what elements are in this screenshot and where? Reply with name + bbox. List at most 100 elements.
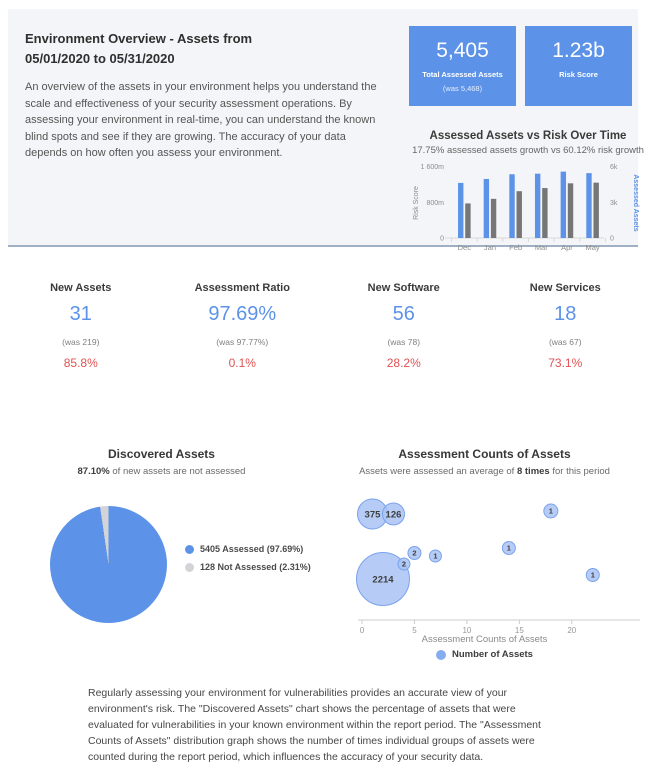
bubble bbox=[543, 503, 559, 519]
metric-previous-value: (was 219) bbox=[62, 337, 100, 347]
header-right-column: 5,405 Total Assessed Assets (was 5,468) … bbox=[408, 26, 646, 253]
month-label: Mar bbox=[535, 243, 548, 252]
metric-title: New Software bbox=[367, 282, 440, 294]
bubble bbox=[397, 557, 411, 571]
left-axis-title: Risk Score bbox=[413, 186, 420, 220]
left-axis-tick-label: 0 bbox=[440, 236, 444, 243]
bubble-chart-subtitle: Assets were assessed an average of 8 tim… bbox=[323, 466, 646, 477]
bubble-legend[interactable]: Number of Assets bbox=[323, 649, 646, 660]
bubble-subtitle-post: for this period bbox=[549, 466, 610, 477]
bubble bbox=[407, 546, 422, 560]
bubble-chart-svg: 0 5 10 15 20 375 126 2214 22 1 1 1 1 bbox=[355, 498, 640, 635]
bar-risk-score bbox=[567, 183, 574, 238]
kpi-label: Total Assessed Assets bbox=[422, 70, 503, 80]
pie-legend: 5405 Assessed (97.69%) 128 Not Assessed (… bbox=[185, 544, 311, 580]
metric-value: 97.69% bbox=[208, 303, 277, 325]
metric-title: New Services bbox=[529, 282, 601, 294]
pie-subtitle-rest: of new assets are not assessed bbox=[109, 466, 246, 477]
legend-item-label: 128 Not Assessed (2.31%) bbox=[200, 562, 311, 572]
bubble-count-label: 2 bbox=[402, 560, 406, 569]
bar-assessed-assets bbox=[509, 174, 515, 238]
pie-legend-item[interactable]: 128 Not Assessed (2.31%) bbox=[185, 562, 311, 572]
kpi-previous-value: (was 5,468) bbox=[442, 84, 483, 94]
metrics-row: New Assets 31 (was 219) 85.8% Assessment… bbox=[0, 282, 646, 370]
bar-risk-score bbox=[542, 188, 548, 238]
bubble-xaxis-label: Assessment Counts of Assets bbox=[421, 634, 548, 645]
legend-dot-icon bbox=[185, 544, 194, 554]
legend-dot-icon bbox=[185, 562, 194, 572]
bubble-subtitle-highlight: 8 times bbox=[516, 466, 550, 477]
metric-change-percent: 28.2% bbox=[386, 356, 421, 370]
bar-assessed-assets bbox=[586, 173, 592, 238]
kpi-card-risk-score: 1.23b Risk Score bbox=[525, 26, 632, 106]
metric-previous-value: (was 97.77%) bbox=[216, 337, 269, 347]
bubble-count-label: 375 bbox=[365, 509, 382, 520]
metric-title: New Assets bbox=[50, 282, 112, 294]
x-axis-tick-label: 5 bbox=[412, 626, 417, 635]
bubble bbox=[585, 568, 600, 582]
bar-chart-title: Assessed Assets vs Risk Over Time bbox=[429, 130, 627, 142]
bubble bbox=[355, 552, 410, 606]
bubble-count-label: 2214 bbox=[372, 574, 394, 585]
bubble-count-label: 1 bbox=[549, 507, 553, 516]
x-axis-tick-label: 0 bbox=[360, 626, 365, 635]
page-title: Environment Overview - Assets from 05/01… bbox=[25, 29, 391, 69]
bubble-legend-dot-icon bbox=[436, 649, 447, 660]
right-axis-tick-label: 6k bbox=[610, 164, 618, 171]
metric-value: 18 bbox=[554, 303, 577, 325]
pie-chart-subtitle: 87.10% of new assets are not assessed bbox=[0, 466, 323, 477]
month-label: Apr bbox=[561, 243, 573, 252]
pie-subtitle-highlight: 87.10% bbox=[77, 466, 110, 477]
bar-risk-score bbox=[516, 191, 522, 238]
x-axis-tick-label: 20 bbox=[567, 626, 576, 635]
month-label: Feb bbox=[509, 243, 522, 252]
metric-new-software: New Software 56 (was 78) 28.2% bbox=[323, 282, 485, 370]
kpi-label: Risk Score bbox=[559, 70, 598, 80]
right-axis-tick-label: 3k bbox=[610, 200, 618, 207]
bar-risk-score bbox=[465, 203, 471, 238]
bubble bbox=[501, 541, 516, 555]
month-label: Dec bbox=[458, 243, 472, 252]
bar-chart-subtitle: 17.75% assessed assets growth vs 60.12% … bbox=[412, 145, 644, 156]
x-axis-tick-label: 10 bbox=[462, 626, 471, 635]
bubble bbox=[381, 502, 405, 526]
right-axis-title: Assessed Assets bbox=[632, 174, 639, 231]
header-text-block: Environment Overview - Assets from 05/01… bbox=[25, 29, 391, 162]
assessment-counts-panel: Assessment Counts of Assets Assets were … bbox=[323, 440, 646, 660]
month-label: May bbox=[585, 243, 599, 252]
bar-assessed-assets bbox=[483, 178, 490, 238]
bubble-count-label: 1 bbox=[507, 544, 511, 553]
bar-risk-score bbox=[490, 198, 497, 238]
left-axis-tick-label: 800m bbox=[426, 200, 444, 207]
x-axis-tick-label: 15 bbox=[515, 626, 524, 635]
bar-risk-score bbox=[593, 182, 599, 238]
bubble-subtitle-pre: Assets were assessed an average of bbox=[359, 466, 517, 477]
metric-assessment-ratio: Assessment Ratio 97.69% (was 97.77%) 0.1… bbox=[162, 282, 324, 370]
footer-paragraph: Regularly assessing your environment for… bbox=[88, 687, 541, 763]
pie-legend-item[interactable]: 5405 Assessed (97.69%) bbox=[185, 544, 311, 554]
metric-title: Assessment Ratio bbox=[194, 282, 290, 294]
metric-change-percent: 0.1% bbox=[228, 356, 256, 370]
kpi-value: 5,405 bbox=[436, 39, 489, 62]
metric-value: 56 bbox=[392, 303, 415, 325]
metric-change-percent: 85.8% bbox=[63, 356, 98, 370]
discovered-assets-panel: Discovered Assets 87.10% of new assets a… bbox=[0, 440, 323, 623]
bubble bbox=[428, 549, 442, 563]
bubble-chart-title: Assessment Counts of Assets bbox=[398, 447, 571, 461]
metric-new-assets: New Assets 31 (was 219) 85.8% bbox=[0, 282, 162, 370]
header-card: Environment Overview - Assets from 05/01… bbox=[8, 9, 644, 252]
month-label: Jan bbox=[484, 243, 496, 252]
bubble-count-label: 126 bbox=[386, 509, 402, 520]
discovered-assets-pie bbox=[50, 506, 167, 623]
bubble-count-label: 1 bbox=[591, 571, 595, 580]
metric-previous-value: (was 67) bbox=[548, 337, 582, 347]
pie-chart-title: Discovered Assets bbox=[108, 447, 215, 461]
bar-assessed-assets bbox=[534, 173, 541, 238]
bar-assessed-assets bbox=[458, 182, 464, 238]
bubble-count-label: 1 bbox=[433, 552, 437, 561]
overview-description: An overview of the assets in your enviro… bbox=[25, 81, 377, 160]
bar-assessed-assets bbox=[560, 171, 567, 238]
right-axis-tick-label: 0 bbox=[610, 236, 614, 243]
left-axis-tick-label: 1 600m bbox=[421, 164, 445, 171]
kpi-row: 5,405 Total Assessed Assets (was 5,468) … bbox=[409, 26, 632, 106]
